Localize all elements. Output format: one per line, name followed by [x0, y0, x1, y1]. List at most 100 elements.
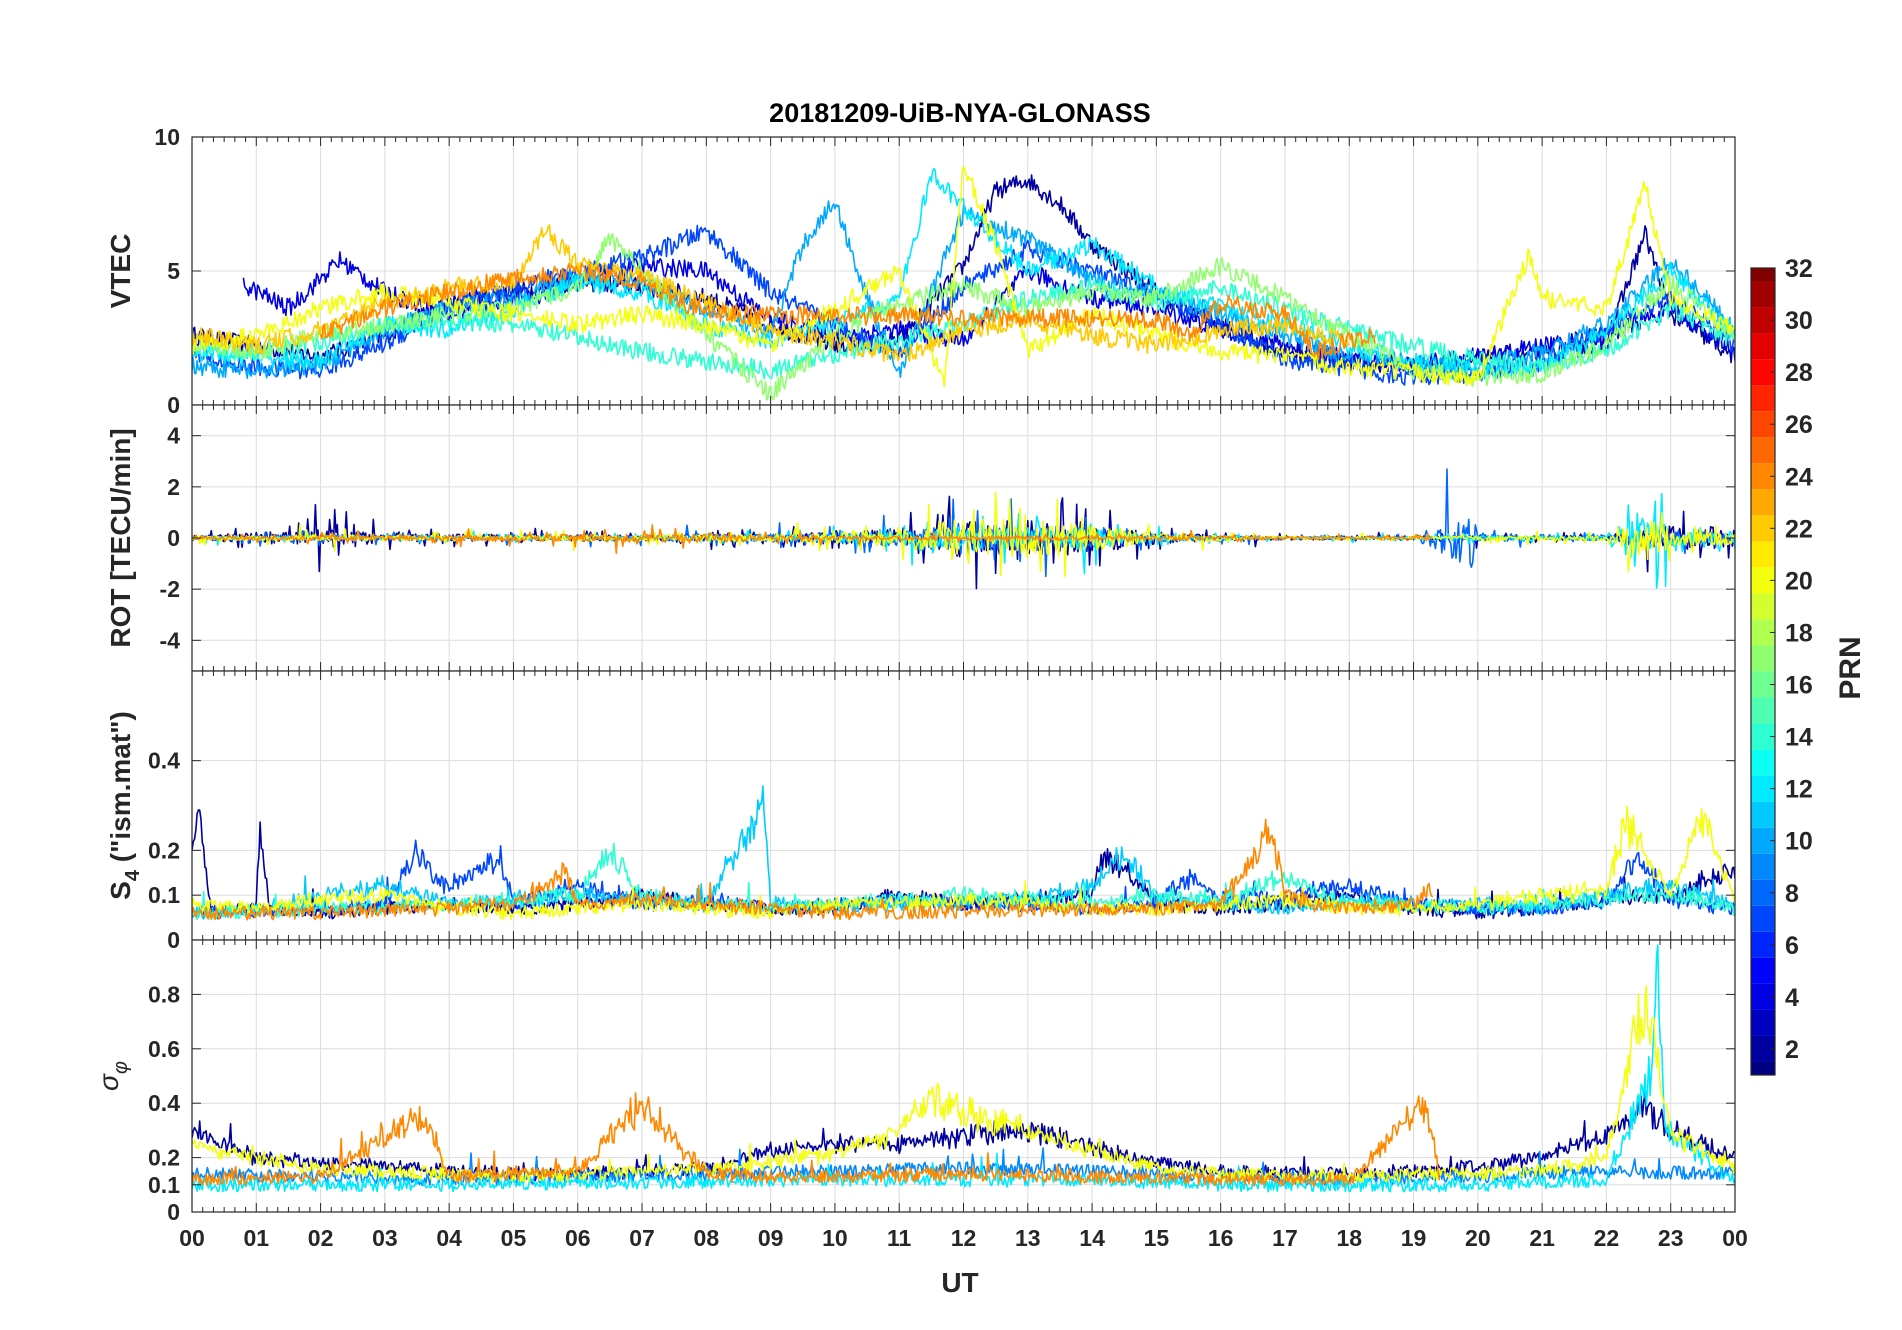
- series-line-prn-11: [192, 785, 1735, 920]
- y-axis-title-main: σ: [93, 1073, 124, 1091]
- panel-rot: -4 -2 0 2 4 ROT [TECU/min]: [105, 404, 1736, 672]
- colorbar-tick-label: 22: [1785, 515, 1813, 543]
- colorbar-tick-label: 14: [1785, 724, 1813, 752]
- x-ticks: [191, 940, 1736, 1212]
- x-axis-title: UT: [941, 1267, 978, 1298]
- y-tick-label: 0.4: [148, 1090, 180, 1116]
- series-line-prn-17: [192, 233, 1735, 401]
- x-tick-label: 13: [1015, 1225, 1041, 1251]
- series-line-prn-22: [192, 224, 1350, 362]
- x-tick-label: 04: [436, 1225, 462, 1251]
- colorbar-swatch: [1751, 593, 1775, 620]
- panel-sigma_phi: 00.10.2 0.4 0.6 0.8 σφ 00 01 02 03 04 05 06 07 08 09 10…: [93, 939, 1748, 1251]
- panel-vtec: 0 5 10 VTEC: [105, 124, 1736, 418]
- colorbar-tick-label: 6: [1785, 932, 1799, 960]
- colorbar-tick-label: 4: [1785, 984, 1799, 1012]
- colorbar-tick-label: 32: [1785, 255, 1813, 283]
- colorbar-swatch: [1751, 385, 1775, 412]
- y-tick-label: 4: [167, 423, 180, 449]
- y-tick-label: 0: [167, 1199, 180, 1225]
- colorbar-swatch: [1751, 957, 1775, 984]
- series-line-prn-20: [192, 491, 1735, 578]
- colorbar-swatch: [1751, 268, 1775, 282]
- series-line-prn-20: [192, 165, 1735, 388]
- x-ticks: [191, 405, 1736, 671]
- x-tick-label: 15: [1144, 1225, 1170, 1251]
- y-tick-label: 10: [154, 124, 180, 150]
- series-line-prn-20: [192, 985, 1735, 1184]
- y-axis-title-sub: 4: [122, 869, 144, 881]
- colorbar-swatch: [1751, 281, 1775, 308]
- x-ticks: [191, 137, 1736, 405]
- colorbar-tick-label: 8: [1785, 880, 1799, 908]
- colorbar-swatch: [1751, 541, 1775, 568]
- panel-s4: 0 0.1 0.2 0.4 S4 ("ism.mat"): [105, 670, 1736, 953]
- x-tick-label: 17: [1272, 1225, 1298, 1251]
- y-tick-label: 0: [167, 927, 180, 953]
- y-tick-label: 0.1: [148, 882, 180, 908]
- x-tick-label: 12: [951, 1225, 977, 1251]
- y-tick-label: 5: [167, 258, 180, 284]
- x-tick-label: 14: [1079, 1225, 1105, 1251]
- colorbar-tick-label: 18: [1785, 619, 1813, 647]
- series-group: [192, 468, 1735, 590]
- colorbar-tick-label: 12: [1785, 776, 1813, 804]
- x-tick-label: 03: [372, 1225, 398, 1251]
- colorbar-swatch: [1751, 437, 1775, 464]
- series-line-prn-24: [192, 524, 1434, 554]
- colorbar-tick-label: 28: [1785, 359, 1813, 387]
- series-group: [192, 165, 1735, 401]
- x-tick-label: 19: [1401, 1225, 1427, 1251]
- y-tick-label: 2: [167, 474, 180, 500]
- colorbar-swatch: [1751, 905, 1775, 932]
- y-tick-label: -2: [160, 576, 180, 602]
- colorbar-swatch: [1751, 697, 1775, 724]
- x-tick-label: 00: [1722, 1225, 1748, 1251]
- y-axis-title-rest: ("ism.mat"): [105, 711, 136, 870]
- colorbar-tick-label: 2: [1785, 1036, 1799, 1064]
- x-tick-label: 08: [694, 1225, 720, 1251]
- x-tick-label: 05: [501, 1225, 527, 1251]
- colorbar-tick-label: 20: [1785, 567, 1813, 595]
- colorbar-label: PRN: [1834, 636, 1867, 699]
- colorbar-swatch: [1751, 645, 1775, 672]
- y-tick-label: 0: [167, 392, 180, 418]
- series-line-prn-12: [192, 944, 1735, 1193]
- x-tick-label: 21: [1529, 1225, 1555, 1251]
- y-axis-title-main: S: [105, 881, 136, 900]
- y-axis-title-sub: φ: [110, 1061, 132, 1074]
- series-group: [192, 785, 1735, 921]
- series-line-prn-2: [192, 1090, 1735, 1183]
- colorbar-swatch: [1751, 333, 1775, 360]
- colorbar-swatch: [1751, 801, 1775, 828]
- y-tick-label: 0.1: [148, 1172, 180, 1198]
- x-tick-label: 23: [1658, 1225, 1684, 1251]
- series-line-prn-14: [192, 842, 1735, 921]
- y-tick-label: -4: [160, 627, 181, 653]
- colorbar-swatch: [1751, 1061, 1775, 1075]
- x-tick-label: 01: [243, 1225, 269, 1251]
- colorbar-frame: [1750, 267, 1776, 1076]
- colorbar-tick-label: 30: [1785, 307, 1813, 335]
- y-tick-label: 0.4: [148, 748, 180, 774]
- colorbar-tick-label: 10: [1785, 828, 1813, 856]
- y-tick-label: 0: [167, 525, 180, 551]
- y-tick-label: 0.8: [148, 981, 180, 1007]
- colorbar-swatch: [1751, 853, 1775, 880]
- x-tick-label: 07: [629, 1225, 655, 1251]
- series-line-prn-24: [319, 262, 1376, 360]
- x-tick-label: 00: [179, 1225, 205, 1251]
- y-tick-label: 0.6: [148, 1036, 180, 1062]
- colorbar-tick-label: 16: [1785, 672, 1813, 700]
- x-tick-label: 20: [1465, 1225, 1491, 1251]
- x-tick-label: 22: [1594, 1225, 1620, 1251]
- y-tick-label: 0.2: [148, 1145, 180, 1171]
- series-group: [192, 944, 1735, 1193]
- series-line-prn-24: [192, 1092, 1441, 1187]
- y-tick-label: 0.2: [148, 837, 180, 863]
- x-tick-label: 10: [822, 1225, 848, 1251]
- colorbar-swatch: [1751, 1009, 1775, 1036]
